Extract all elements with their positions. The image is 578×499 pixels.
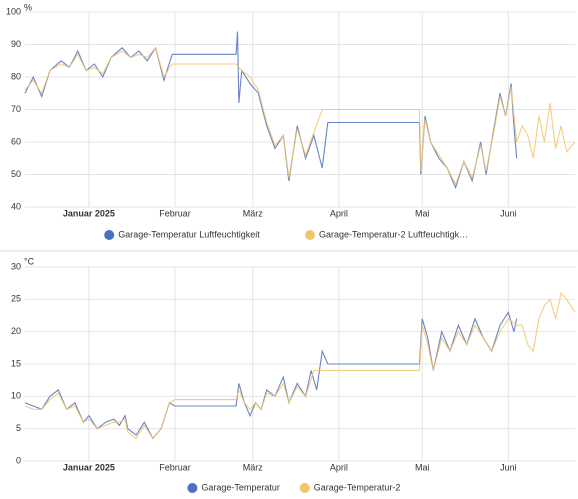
- y-tick-label: 100: [6, 6, 21, 16]
- x-tick-label: April: [330, 462, 348, 472]
- x-tick-label: Mai: [415, 462, 430, 472]
- y-tick-label: 25: [11, 294, 21, 304]
- y-tick-label: 90: [11, 39, 21, 49]
- data-line: [24, 291, 576, 440]
- legend-marker: [187, 483, 198, 493]
- y-tick-label: 0: [16, 455, 21, 465]
- x-tick-label: März: [243, 462, 263, 472]
- y-tick-label: 60: [11, 136, 21, 146]
- x-tick-label: Februar: [159, 208, 191, 218]
- x-tick-label: März: [243, 208, 263, 218]
- y-tick-label: 10: [11, 391, 21, 401]
- data-line: [24, 31, 518, 190]
- legend-marker: [305, 230, 315, 240]
- legend-label: Garage-Temperatur-2: [314, 482, 401, 492]
- y-unit-label: °C: [24, 256, 35, 266]
- legend-label: Garage-Temperatur-2 Luftfeuchtigk…: [319, 229, 468, 239]
- legend-label: Garage-Temperatur: [201, 482, 280, 492]
- x-tick-label: Januar 2025: [63, 462, 115, 472]
- x-tick-label: April: [330, 208, 348, 218]
- y-tick-label: 20: [11, 326, 21, 336]
- y-tick-label: 30: [11, 261, 21, 271]
- y-tick-label: 80: [11, 71, 21, 81]
- y-tick-label: 5: [16, 423, 21, 433]
- y-tick-label: 40: [11, 201, 21, 211]
- legend-marker: [104, 230, 115, 240]
- x-tick-label: Mai: [415, 208, 430, 218]
- y-tick-label: 50: [11, 169, 21, 179]
- y-tick-label: 70: [11, 104, 21, 114]
- data-line: [24, 46, 576, 186]
- y-tick-label: 15: [11, 358, 21, 368]
- x-tick-label: Februar: [159, 462, 191, 472]
- legend-label: Garage-Temperatur Luftfeuchtigkeit: [118, 229, 260, 239]
- y-unit-label: %: [24, 2, 32, 12]
- x-tick-label: Juni: [500, 462, 517, 472]
- legend-marker: [299, 483, 310, 493]
- x-tick-label: Juni: [500, 208, 517, 218]
- x-tick-label: Januar 2025: [63, 208, 115, 218]
